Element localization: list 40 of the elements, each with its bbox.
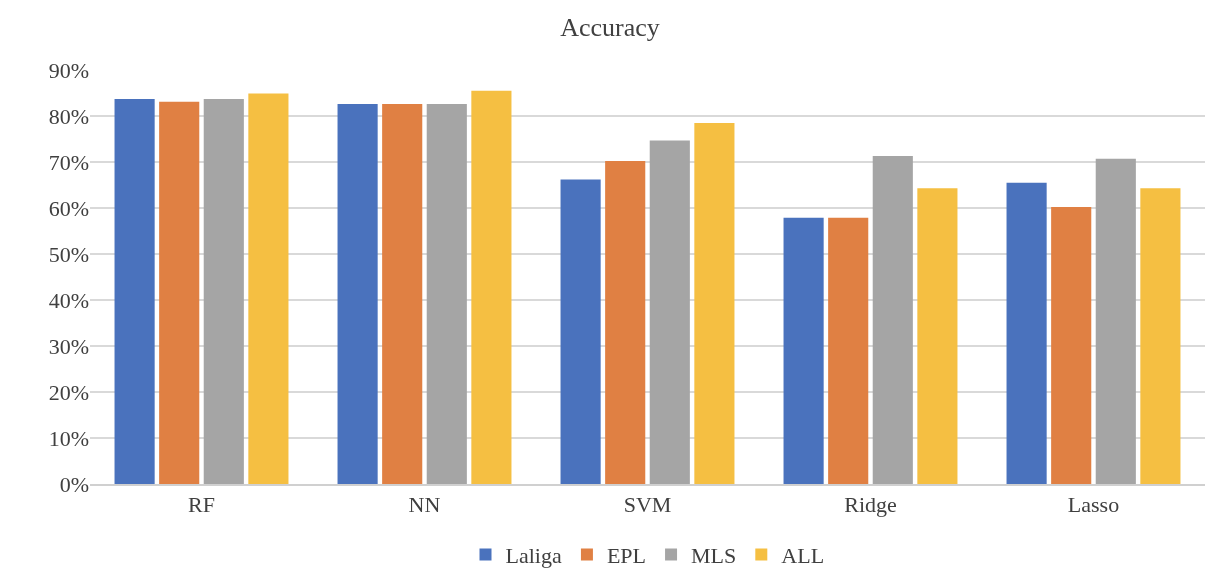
legend-label: ALL bbox=[781, 543, 825, 569]
bar bbox=[471, 90, 512, 484]
y-tick-label: 20% bbox=[48, 379, 89, 405]
legend-label: EPL bbox=[606, 543, 647, 569]
bar bbox=[1006, 182, 1047, 484]
x-tick-label: RF bbox=[188, 492, 215, 518]
x-tick-label: Ridge bbox=[844, 492, 897, 518]
y-tick-label: 70% bbox=[48, 149, 89, 175]
bar bbox=[1051, 207, 1092, 484]
y-tick-label: 90% bbox=[48, 57, 89, 83]
bar bbox=[248, 93, 289, 484]
y-tick-label: 60% bbox=[48, 195, 89, 221]
x-tick-label: NN bbox=[408, 492, 441, 518]
bar bbox=[382, 104, 423, 484]
bar bbox=[1140, 188, 1181, 484]
y-tick-label: 30% bbox=[48, 333, 89, 359]
legend-label: Laliga bbox=[505, 543, 562, 569]
y-tick-label: 80% bbox=[48, 103, 89, 129]
bar bbox=[783, 217, 824, 484]
bar bbox=[114, 98, 155, 484]
bar bbox=[917, 188, 958, 484]
bar bbox=[426, 104, 467, 484]
x-tick-label: Lasso bbox=[1067, 492, 1120, 518]
y-tick-label: 0% bbox=[59, 471, 89, 497]
bar bbox=[203, 98, 244, 484]
bar bbox=[159, 101, 200, 484]
bar bbox=[560, 179, 601, 484]
y-tick-label: 10% bbox=[48, 425, 89, 451]
y-tick-label: 50% bbox=[48, 241, 89, 267]
bar bbox=[828, 217, 869, 484]
x-tick-label: SVM bbox=[623, 492, 672, 518]
bar bbox=[694, 122, 735, 484]
chart-title: Accuracy bbox=[560, 12, 660, 42]
bar bbox=[872, 156, 913, 484]
bar bbox=[605, 161, 646, 484]
y-tick-label: 40% bbox=[48, 287, 89, 313]
legend-label: MLS bbox=[691, 543, 737, 569]
bar bbox=[649, 140, 690, 484]
bar bbox=[1095, 158, 1136, 484]
bar bbox=[337, 104, 378, 484]
